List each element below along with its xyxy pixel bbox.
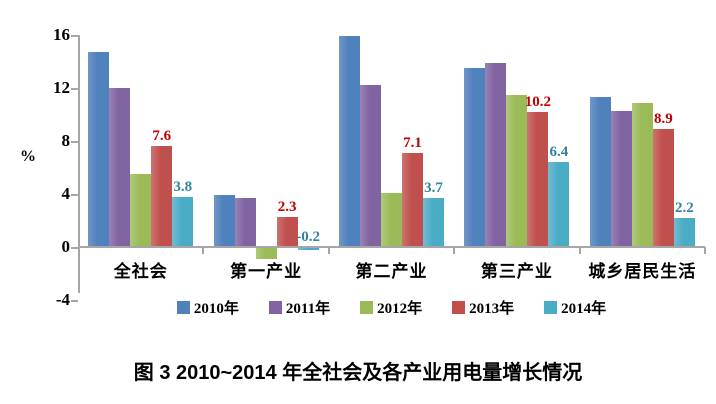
y-tick-label: 16 [53,25,70,44]
bar-2014年-第二产业 [423,197,445,247]
y-axis-title: % [20,148,36,165]
bar-2010年-城乡居民生活 [589,97,611,247]
bar-2010年-全社会 [88,52,110,247]
bar-group-2: 2.3 -0.2 第一产业 [203,35,330,300]
y-tick-mark [71,88,78,90]
y-tick-label: -4 [55,290,70,309]
bar-group-5: 8.9 2.2 城乡居民生活 [580,35,707,300]
y-tick-mark [71,141,78,143]
bar-2011年-城乡居民生活 [610,110,632,247]
y-axis-line [78,35,80,293]
legend-label: 2010年 [193,301,239,317]
bar-group-4: 10.2 6.4 第三产业 [454,35,581,300]
category-label-4: 第三产业 [480,262,553,281]
x-axis-baseline [78,246,705,248]
bar-2014年-第一产业 [297,247,319,250]
bar-groups: 7.6 3.8 全社会 2.3 -0.2 第一产业 7.1 3.7 第二产业 10.2 6.4 第三产… [78,35,707,300]
category-label-5: 城乡居民生活 [588,262,697,281]
bar-2012年-第一产业 [255,247,277,259]
bar-2013年-第一产业 [276,216,298,247]
category-label-3: 第二产业 [355,262,428,281]
bar-value-label: 3.8 [173,178,193,195]
bar-2011年-全社会 [109,88,131,247]
bar-2012年-全社会 [130,174,152,247]
y-tick-mark [71,194,78,196]
legend-item-2010年: 2010年 [176,297,239,318]
bar-value-label: 7.6 [152,128,172,145]
legend-swatch-icon [176,301,190,314]
category-label-1: 全社会 [113,262,168,281]
bar-2011年-第三产业 [485,62,507,247]
figure-caption: 图 3 2010~2014 年全社会及各产业用电量增长情况 [133,362,583,384]
legend-item-2012年: 2012年 [360,297,422,318]
bar-2010年-第一产业 [213,195,235,247]
legend-swatch-icon [268,301,282,314]
legend-item-2014年: 2014年 [544,297,606,318]
bar-2012年-第三产业 [506,94,528,247]
bar-2010年-第二产业 [339,36,361,247]
bar-2013年-第三产业 [527,111,549,247]
bar-2011年-第二产业 [360,85,382,247]
y-tick-label: 12 [53,78,70,97]
legend-label: 2011年 [285,301,331,317]
bar-value-label: 6.4 [549,144,569,161]
bar-value-label: -0.2 [296,229,320,245]
bar-2012年-第二产业 [381,192,403,247]
legend-label: 2013年 [469,301,515,317]
bar-value-label: 8.9 [653,111,673,128]
bar-value-label: 2.3 [277,198,297,215]
y-tick-label: 4 [61,184,71,203]
bar-2013年-全社会 [151,146,173,247]
bar-value-label: 7.1 [403,134,422,151]
bar-group-3: 7.1 3.7 第二产业 [329,35,456,300]
x-axis-tick [202,247,205,254]
x-axis-tick [327,247,330,254]
bar-2013年-城乡居民生活 [652,129,674,247]
legend-item-2013年: 2013年 [452,297,514,318]
y-tick-label: 8 [61,131,71,150]
bar-2011年-第一产业 [234,197,256,247]
y-tick-label: 0 [61,237,71,256]
legend-item-2011年: 2011年 [268,297,331,318]
y-tick-mark [71,300,78,302]
x-axis-tick [704,247,707,254]
x-axis-tick [453,247,456,254]
bar-2013年-第二产业 [402,152,424,247]
category-label-2: 第一产业 [230,262,303,281]
y-tick-mark [71,247,78,249]
y-tick-mark [71,35,78,37]
bar-group-1: 7.6 3.8 全社会 [78,35,205,300]
bar-2010年-第三产业 [464,68,486,247]
bar-value-label: 3.7 [424,179,443,196]
bar-2014年-城乡居民生活 [673,217,695,247]
legend-swatch-icon [544,301,558,314]
legend-label: 2014年 [561,301,607,317]
legend: 2010年 2011年 2012年 2013年 2014年 [78,297,705,318]
bar-2014年-第三产业 [548,162,570,247]
legend-swatch-icon [452,301,466,314]
legend-swatch-icon [360,301,374,314]
x-axis-tick [578,247,581,254]
plot-area: 7.6 3.8 全社会 2.3 -0.2 第一产业 7.1 3.7 第二产业 10.2 6.4 第三产… [53,26,707,309]
bar-value-label: 10.2 [524,93,552,110]
legend-label: 2012年 [377,301,423,317]
bar-2012年-城乡居民生活 [631,102,653,247]
bar-value-label: 2.2 [674,199,694,216]
bar-2014年-全社会 [172,196,194,247]
